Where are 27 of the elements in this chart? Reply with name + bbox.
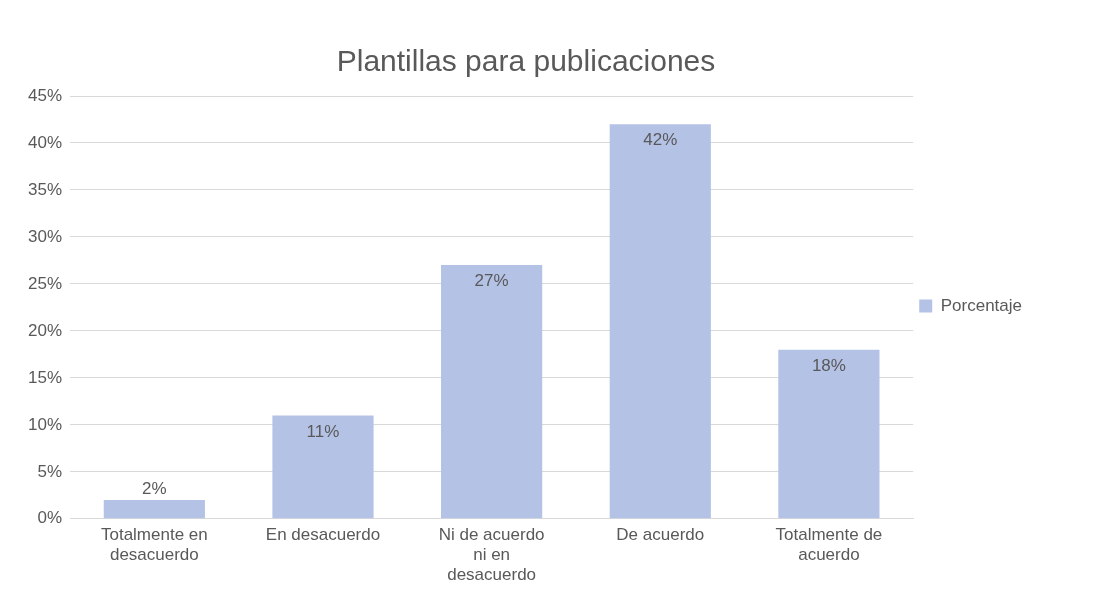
- data-label: 18%: [811, 355, 846, 375]
- x-tick-label: De acuerdo: [616, 524, 705, 544]
- y-tick-label: 40%: [27, 132, 63, 152]
- bar: [609, 124, 711, 519]
- y-tick-label: 45%: [27, 85, 63, 105]
- y-tick-label: 0%: [37, 508, 63, 528]
- y-tick-label: 15%: [27, 367, 63, 387]
- y-tick-label: 35%: [27, 179, 63, 199]
- y-tick-label: 25%: [27, 273, 63, 293]
- data-label: 42%: [643, 130, 678, 150]
- bar: [441, 265, 543, 519]
- x-tick-label: Totalmente en desacuerdo: [100, 524, 208, 565]
- x-tick-label: Ni de acuerdo ni en desacuerdo: [438, 524, 545, 585]
- chart-title: Plantillas para publicaciones: [336, 44, 716, 78]
- bar: [778, 349, 880, 519]
- legend-label: Porcentaje: [940, 295, 1023, 315]
- bar: [272, 415, 374, 519]
- y-tick-label: 30%: [27, 226, 63, 246]
- x-tick-label: En desacuerdo: [265, 524, 381, 544]
- bar: [103, 500, 205, 519]
- y-tick-label: 5%: [37, 461, 63, 481]
- x-tick-label: Totalmente de acuerdo: [775, 524, 883, 565]
- y-tick-label: 20%: [27, 320, 63, 340]
- data-label: 11%: [306, 421, 340, 441]
- data-label: 27%: [474, 271, 509, 291]
- data-label: 2%: [142, 479, 167, 499]
- y-tick-label: 10%: [27, 414, 63, 434]
